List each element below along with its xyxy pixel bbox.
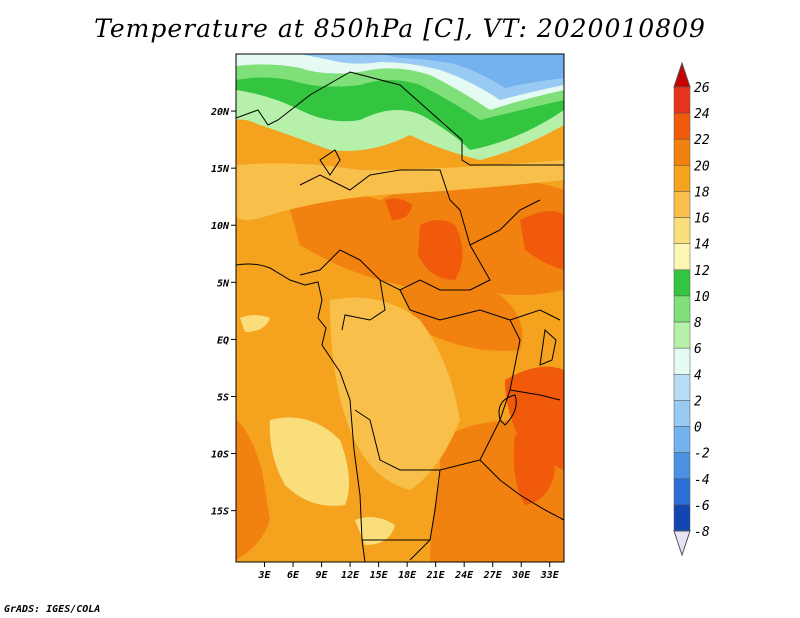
lat-tick-label: 15S	[211, 507, 229, 518]
colorbar-label: 4	[694, 368, 702, 383]
lon-tick-label: 12E	[341, 570, 360, 581]
field-sahel-yellow	[236, 160, 564, 220]
temperature-field	[236, 54, 564, 562]
latitude-axis: 20N 15N 10N 5N EQ 5S 10S 15S	[210, 107, 236, 518]
colorbar-top-cap	[673, 61, 691, 88]
lon-tick-label: 18E	[398, 570, 417, 581]
lat-tick-label: EQ	[217, 335, 229, 346]
lat-tick-label: 5S	[217, 392, 229, 403]
colorbar-bin	[673, 374, 691, 401]
colorbar-bin	[673, 452, 691, 480]
colorbar-label: 6	[694, 342, 702, 357]
field-namibia-light	[355, 516, 395, 545]
field-southcentral-yellow	[330, 297, 460, 490]
colorbar-label: 26	[694, 81, 710, 96]
lon-tick-label: 9E	[316, 570, 329, 581]
lon-tick-label: 6E	[287, 570, 300, 581]
colorbar-bin	[673, 86, 691, 114]
colorbar-label: 16	[694, 212, 710, 227]
colorbar-bin	[673, 504, 691, 532]
lat-tick-label: 20N	[210, 107, 230, 118]
colorbar-bin	[673, 269, 691, 297]
colorbar-bin	[673, 243, 691, 271]
colorbar-label: -6	[694, 499, 710, 514]
lon-tick-label: 27E	[483, 570, 503, 581]
lat-tick-label: 5N	[217, 278, 230, 289]
colorbar-label: 8	[694, 316, 702, 331]
colorbar-label: 2	[694, 394, 702, 409]
field-niger-red	[385, 198, 412, 220]
colorbar-bin	[673, 426, 691, 453]
lon-tick-label: 30E	[511, 570, 531, 581]
colorbar-bin	[673, 217, 691, 244]
map-title: Temperature at 850hPa [C], VT: 202001080…	[94, 14, 706, 43]
lon-tick-label: 33E	[540, 570, 560, 581]
colorbar-label: 18	[694, 185, 710, 200]
field-sudan-red	[520, 211, 564, 270]
colorbar-label: 0	[694, 421, 702, 436]
map-frame	[235, 53, 565, 563]
colorbar-label: 12	[694, 264, 710, 279]
lat-tick-label: 15N	[211, 164, 230, 175]
colorbar-bin	[673, 347, 691, 375]
field-north-blue	[380, 54, 564, 88]
colorbar-label: 22	[694, 133, 710, 148]
field-angola-coast-light	[269, 417, 349, 506]
longitude-axis: 3E 6E 9E 12E 15E 18E 21E 24E 27E 30E 33E	[257, 562, 560, 581]
field-malawi-red	[513, 435, 555, 505]
lat-tick-label: 10N	[211, 221, 230, 232]
lon-tick-label: 3E	[257, 570, 271, 581]
colorbar-bottom-cap	[673, 530, 691, 557]
colorbar-label: 20	[694, 159, 710, 174]
colorbar-bin	[673, 321, 691, 349]
colorbar-label: -8	[694, 525, 710, 540]
colorbar-bin	[673, 138, 691, 166]
colorbar-label: -2	[694, 447, 710, 462]
colorbar-label: 14	[694, 238, 710, 253]
colorbar-label: 10	[694, 290, 710, 305]
colorbar-bin	[673, 295, 691, 323]
colorbar-label: -4	[694, 473, 710, 488]
field-southwest-orange	[236, 420, 270, 560]
lon-tick-label: 15E	[370, 570, 389, 581]
lat-tick-label: 10S	[211, 450, 229, 461]
credit-label: GrADS: IGES/COLA	[4, 604, 101, 615]
colorbar-bin	[673, 400, 691, 427]
field-congo-orange	[400, 283, 523, 351]
field-chad-red	[418, 220, 463, 280]
country-borders	[236, 71, 564, 562]
colorbar-bin	[673, 191, 691, 218]
colorbar-label: 24	[694, 107, 710, 122]
field-gulf-light	[240, 315, 270, 332]
lon-tick-label: 21E	[426, 570, 446, 581]
colorbar-bin	[673, 112, 691, 140]
colorbar-bin	[673, 478, 691, 506]
lon-tick-label: 24E	[454, 570, 474, 581]
colorbar-bin	[673, 165, 691, 192]
field-east-red	[505, 366, 564, 470]
